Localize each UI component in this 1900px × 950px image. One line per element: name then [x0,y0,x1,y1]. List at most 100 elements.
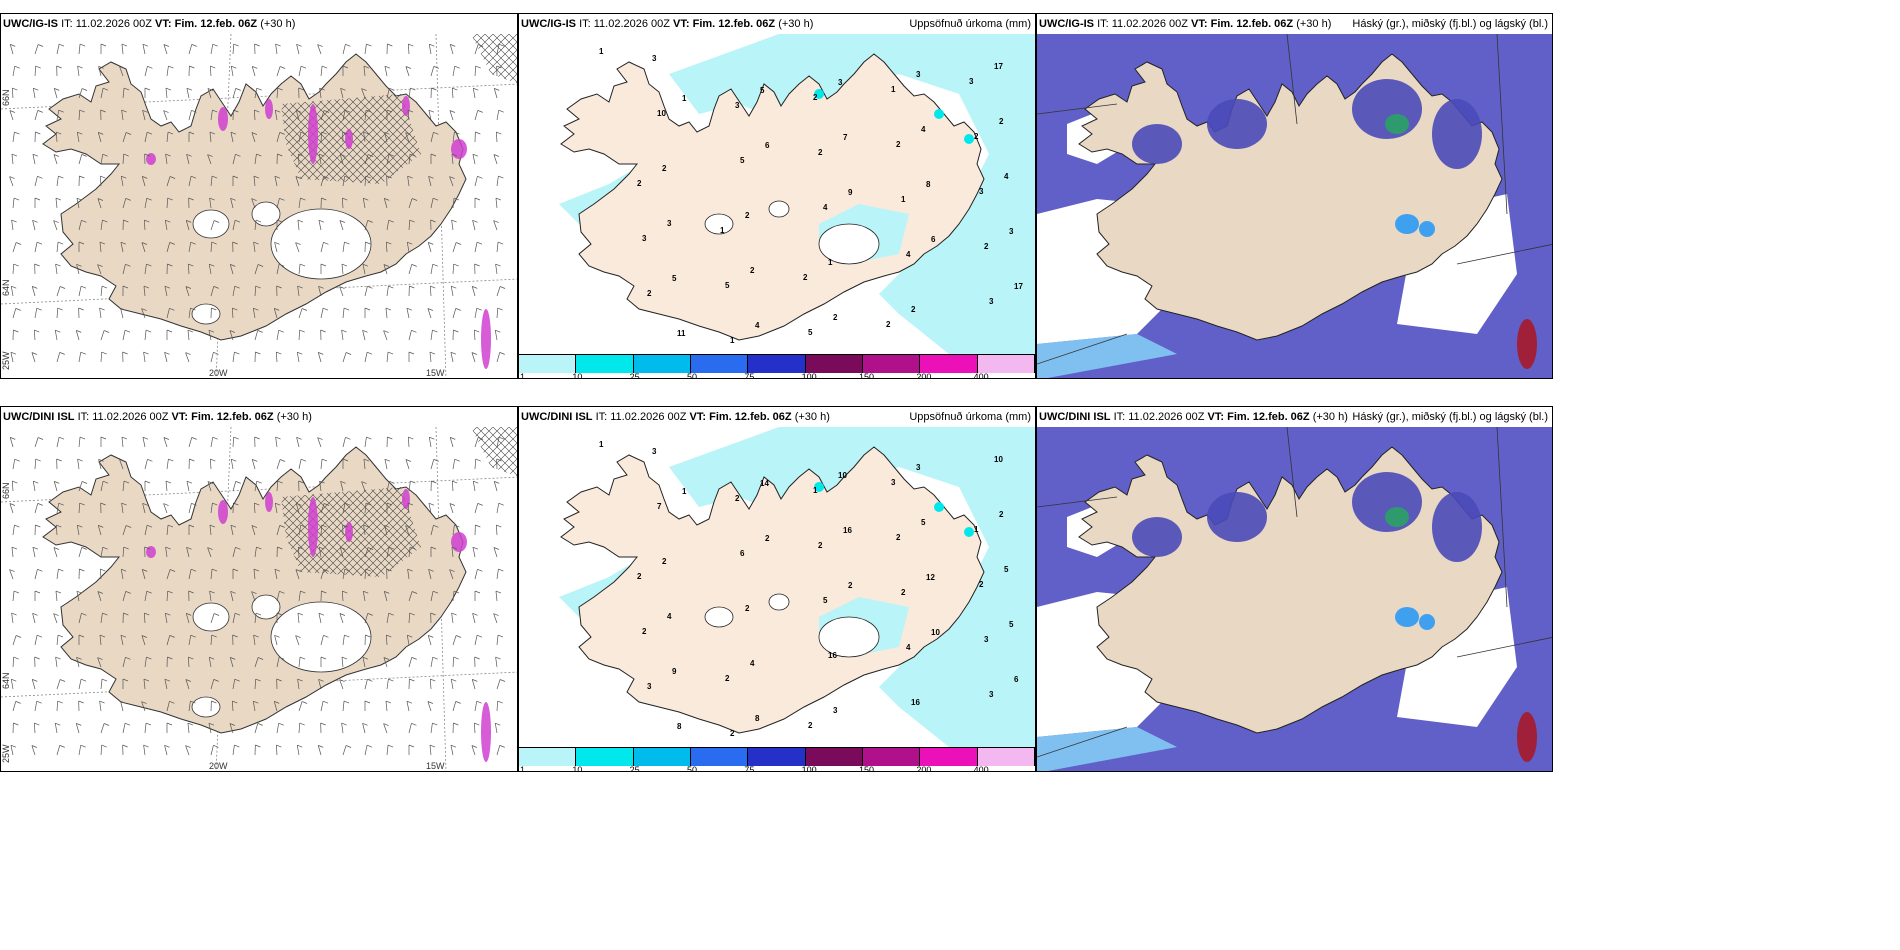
colorbar-label: 25 [629,765,640,772]
precip-value: 1 [813,486,818,495]
precip-value: 5 [740,156,745,165]
colorbar-swatch [633,355,691,373]
precip-value: 1 [901,195,906,204]
precip-value: 2 [911,305,916,314]
precip-value: 2 [999,510,1004,519]
lon-label-20w: 20W [209,368,228,378]
colorbar-label: 50 [687,372,698,379]
lon-label-20w: 20W [209,761,228,771]
precip-value: 4 [921,125,926,134]
precip-value: 4 [1004,172,1009,181]
precip-value: 14 [760,479,769,488]
cloud-map [1037,426,1552,771]
precip-value: 3 [979,187,984,196]
colorbar-swatch [920,355,978,373]
colorbar-swatch [862,355,921,373]
precip-value: 4 [750,659,755,668]
colorbar-label: 100 [801,765,817,772]
cloud-title: Háský (gr.), miðský (fj.bl.) og lágský (… [1352,411,1548,423]
colorbar-label: 100 [801,372,817,379]
precip-value: 2 [803,273,808,282]
colorbar-swatch [977,748,1035,766]
precip-value: 1 [599,440,604,449]
precip-value: 5 [823,596,828,605]
precip-value: 9 [672,667,677,676]
precip-value: 6 [765,141,770,150]
precip-value: 2 [896,140,901,149]
precip-map: 1122106814161259810554433222161610765433… [559,427,1035,747]
lat-label-64n: 64N [1,672,11,689]
precip-value: 2 [750,266,755,275]
colorbar-swatch [576,355,634,373]
panel-header: UWC/IG-IS IT: 11.02.2026 00Z VT: Fim. 12… [1037,14,1552,34]
precip-value: 3 [891,478,896,487]
precip-value: 3 [652,447,657,456]
panel-header: UWC/DINI ISL IT: 11.02.2026 00Z VT: Fim.… [519,407,1035,427]
precip-value: 4 [823,203,828,212]
precip-value: 3 [916,463,921,472]
precip-value: 2 [979,580,984,589]
colorbar-swatch [633,748,691,766]
colorbar-label: 75 [744,765,755,772]
precip-value: 3 [642,234,647,243]
precip-value: 2 [735,494,740,503]
colorbar-label: 400 [973,765,989,772]
precip-value: 2 [730,729,735,738]
precip-value: 4 [667,612,672,621]
precip-value: 3 [969,77,974,86]
precip-value: 2 [637,572,642,581]
precip-value: 12 [926,573,935,582]
precip-title: Uppsöfnuð úrkoma (mm) [909,18,1031,30]
precip-value: 7 [657,502,662,511]
precip-value: 2 [808,721,813,730]
precip-value: 2 [745,604,750,613]
precip-value: 3 [989,690,994,699]
precip-value: 5 [1009,620,1014,629]
precip-value: 1 [682,487,687,496]
cloud-title: Háský (gr.), miðský (fj.bl.) og lágský (… [1352,18,1548,30]
precip-value: 2 [886,320,891,329]
precip-value: 2 [999,117,1004,126]
precip-value: 16 [828,651,837,660]
lon-label-25w: 25W [1,351,11,370]
panel-header: UWC/DINI ISL IT: 11.02.2026 00Z VT: Fim.… [3,411,312,423]
lon-label-15w: 15W [426,368,445,378]
colorbar-label: 25 [629,372,640,379]
precip-value: 6 [1014,675,1019,684]
precip-value: 2 [896,533,901,542]
precip-value: 1 [974,525,979,534]
panel-header: UWC/IG-IS IT: 11.02.2026 00Z VT: Fim. 12… [3,18,296,30]
precip-value: 1 [828,258,833,267]
precip-value: 1 [891,85,896,94]
precip-value: 2 [765,534,770,543]
precip-value: 5 [725,281,730,290]
precip-value: 4 [906,250,911,259]
precip-value: 4 [755,321,760,330]
precip-value: 1 [720,226,725,235]
panel-precip-top: UWC/IG-IS IT: 11.02.2026 00Z VT: Fim. 12… [518,13,1036,379]
precip-value: 2 [662,164,667,173]
wind-map: 20W 15W 66N 64N 25W [1,426,517,771]
lat-label-64n: 64N [1,279,11,296]
precip-value: 2 [725,674,730,683]
precip-value: 5 [672,274,677,283]
precip-value: 3 [667,219,672,228]
colorbar-swatch [748,748,806,766]
precip-value: 2 [647,289,652,298]
colorbar-swatch [690,748,749,766]
precip-value: 16 [911,698,920,707]
panel-header: UWC/IG-IS IT: 11.02.2026 00Z VT: Fim. 12… [519,14,1035,34]
precip-title: Uppsöfnuð úrkoma (mm) [909,411,1031,423]
precip-value: 3 [735,101,740,110]
precip-value: 10 [657,109,666,118]
precip-value: 3 [838,78,843,87]
colorbar-swatch [805,355,863,373]
precip-colorbar [519,747,1035,766]
colorbar-label: 400 [973,372,989,379]
panel-header: UWC/DINI ISL IT: 11.02.2026 00Z VT: Fim.… [1037,407,1552,427]
precip-map: 1169617115783543443223222121710544333212… [559,34,1035,354]
precip-value: 2 [818,148,823,157]
colorbar-swatch [862,748,921,766]
colorbar-swatch [977,355,1035,373]
colorbar-swatch [690,355,749,373]
